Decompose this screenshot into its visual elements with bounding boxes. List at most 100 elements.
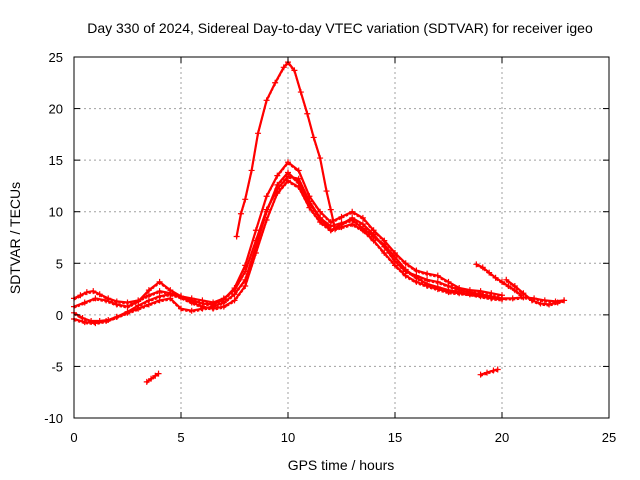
data-point bbox=[252, 227, 259, 234]
data-point bbox=[188, 307, 195, 314]
x-tick-label: 10 bbox=[281, 430, 295, 445]
data-point bbox=[274, 181, 281, 188]
data-point bbox=[155, 370, 162, 377]
data-point bbox=[113, 301, 120, 308]
data-point bbox=[274, 190, 281, 197]
data-point bbox=[528, 297, 535, 304]
data-point bbox=[90, 288, 97, 295]
data-point bbox=[178, 305, 184, 312]
x-axis-label: GPS time / hours bbox=[288, 457, 395, 473]
data-point bbox=[349, 208, 356, 215]
data-point bbox=[434, 272, 441, 279]
data-point bbox=[81, 299, 88, 306]
y-tick-label: 5 bbox=[56, 256, 63, 271]
data-point bbox=[511, 282, 518, 289]
data-point bbox=[424, 280, 431, 287]
data-point bbox=[492, 274, 499, 281]
chart-title: Day 330 of 2024, Sidereal Day-to-day VTE… bbox=[87, 20, 593, 36]
series-marker-band bbox=[476, 265, 522, 298]
series-late-cluster bbox=[503, 276, 568, 308]
data-point bbox=[237, 210, 244, 217]
data-point bbox=[456, 289, 463, 296]
data-point bbox=[445, 287, 452, 294]
data-point bbox=[135, 305, 142, 312]
data-point bbox=[92, 320, 99, 327]
data-point bbox=[252, 243, 259, 250]
data-point bbox=[537, 300, 544, 307]
data-point bbox=[124, 303, 131, 310]
data-point bbox=[188, 299, 195, 306]
data-point bbox=[317, 155, 324, 162]
data-point bbox=[402, 260, 409, 267]
data-point bbox=[466, 291, 473, 298]
data-point bbox=[413, 267, 420, 274]
data-point bbox=[242, 196, 249, 203]
data-point bbox=[505, 282, 512, 289]
series-evening-trace bbox=[473, 261, 525, 299]
data-point bbox=[124, 309, 131, 316]
data-point bbox=[488, 295, 495, 302]
data-point bbox=[434, 284, 441, 291]
data-point bbox=[156, 278, 163, 285]
series-neg-seg-b bbox=[477, 366, 501, 378]
data-point bbox=[156, 297, 163, 304]
y-tick-label: 0 bbox=[56, 308, 63, 323]
data-point bbox=[242, 282, 249, 289]
data-point bbox=[143, 378, 150, 385]
data-point bbox=[295, 179, 302, 186]
data-point bbox=[494, 366, 501, 373]
series-line bbox=[475, 263, 523, 297]
data-point bbox=[263, 193, 270, 200]
data-point bbox=[499, 296, 505, 303]
data-point bbox=[323, 188, 330, 195]
x-tick-labels: 0 5 10 15 20 25 bbox=[70, 430, 616, 445]
data-point bbox=[156, 288, 163, 295]
data-point bbox=[83, 289, 90, 296]
data-point bbox=[285, 159, 291, 166]
data-point bbox=[295, 167, 302, 174]
data-point bbox=[233, 233, 240, 240]
data-point bbox=[242, 276, 249, 283]
data-point bbox=[486, 269, 493, 276]
data-point bbox=[310, 134, 317, 141]
data-point bbox=[541, 297, 548, 304]
data-point bbox=[392, 254, 398, 261]
data-point bbox=[79, 314, 86, 321]
data-point bbox=[561, 297, 568, 304]
data-point bbox=[272, 79, 279, 86]
data-point bbox=[479, 264, 486, 271]
data-point bbox=[274, 172, 281, 179]
data-point bbox=[145, 287, 152, 294]
data-point bbox=[220, 299, 227, 306]
data-point bbox=[92, 295, 99, 302]
data-point bbox=[499, 278, 505, 285]
axis-ticks bbox=[73, 56, 610, 419]
data-point bbox=[113, 313, 120, 320]
series-line bbox=[145, 372, 160, 383]
data-point bbox=[152, 372, 159, 379]
data-point bbox=[96, 291, 103, 298]
data-point bbox=[199, 297, 206, 304]
data-point bbox=[477, 371, 484, 378]
data-point bbox=[554, 299, 561, 306]
data-point bbox=[327, 206, 334, 213]
data-point bbox=[145, 292, 152, 299]
data-point bbox=[484, 369, 491, 376]
series-marker-band bbox=[505, 280, 565, 307]
data-point bbox=[317, 214, 324, 221]
series-marker-band bbox=[236, 62, 336, 239]
data-point bbox=[520, 290, 527, 297]
data-point bbox=[210, 303, 217, 310]
data-point bbox=[248, 167, 255, 174]
y-tick-label: -5 bbox=[51, 359, 63, 374]
data-point bbox=[280, 64, 287, 71]
data-point bbox=[178, 294, 184, 301]
data-point bbox=[285, 177, 291, 184]
data-point bbox=[263, 97, 270, 104]
data-series-layer bbox=[71, 59, 568, 385]
data-point bbox=[327, 223, 334, 230]
data-point bbox=[145, 301, 152, 308]
data-point bbox=[546, 301, 553, 308]
data-point bbox=[103, 318, 110, 325]
y-tick-labels: 25 20 15 10 5 0 -5 -10 bbox=[44, 50, 63, 426]
